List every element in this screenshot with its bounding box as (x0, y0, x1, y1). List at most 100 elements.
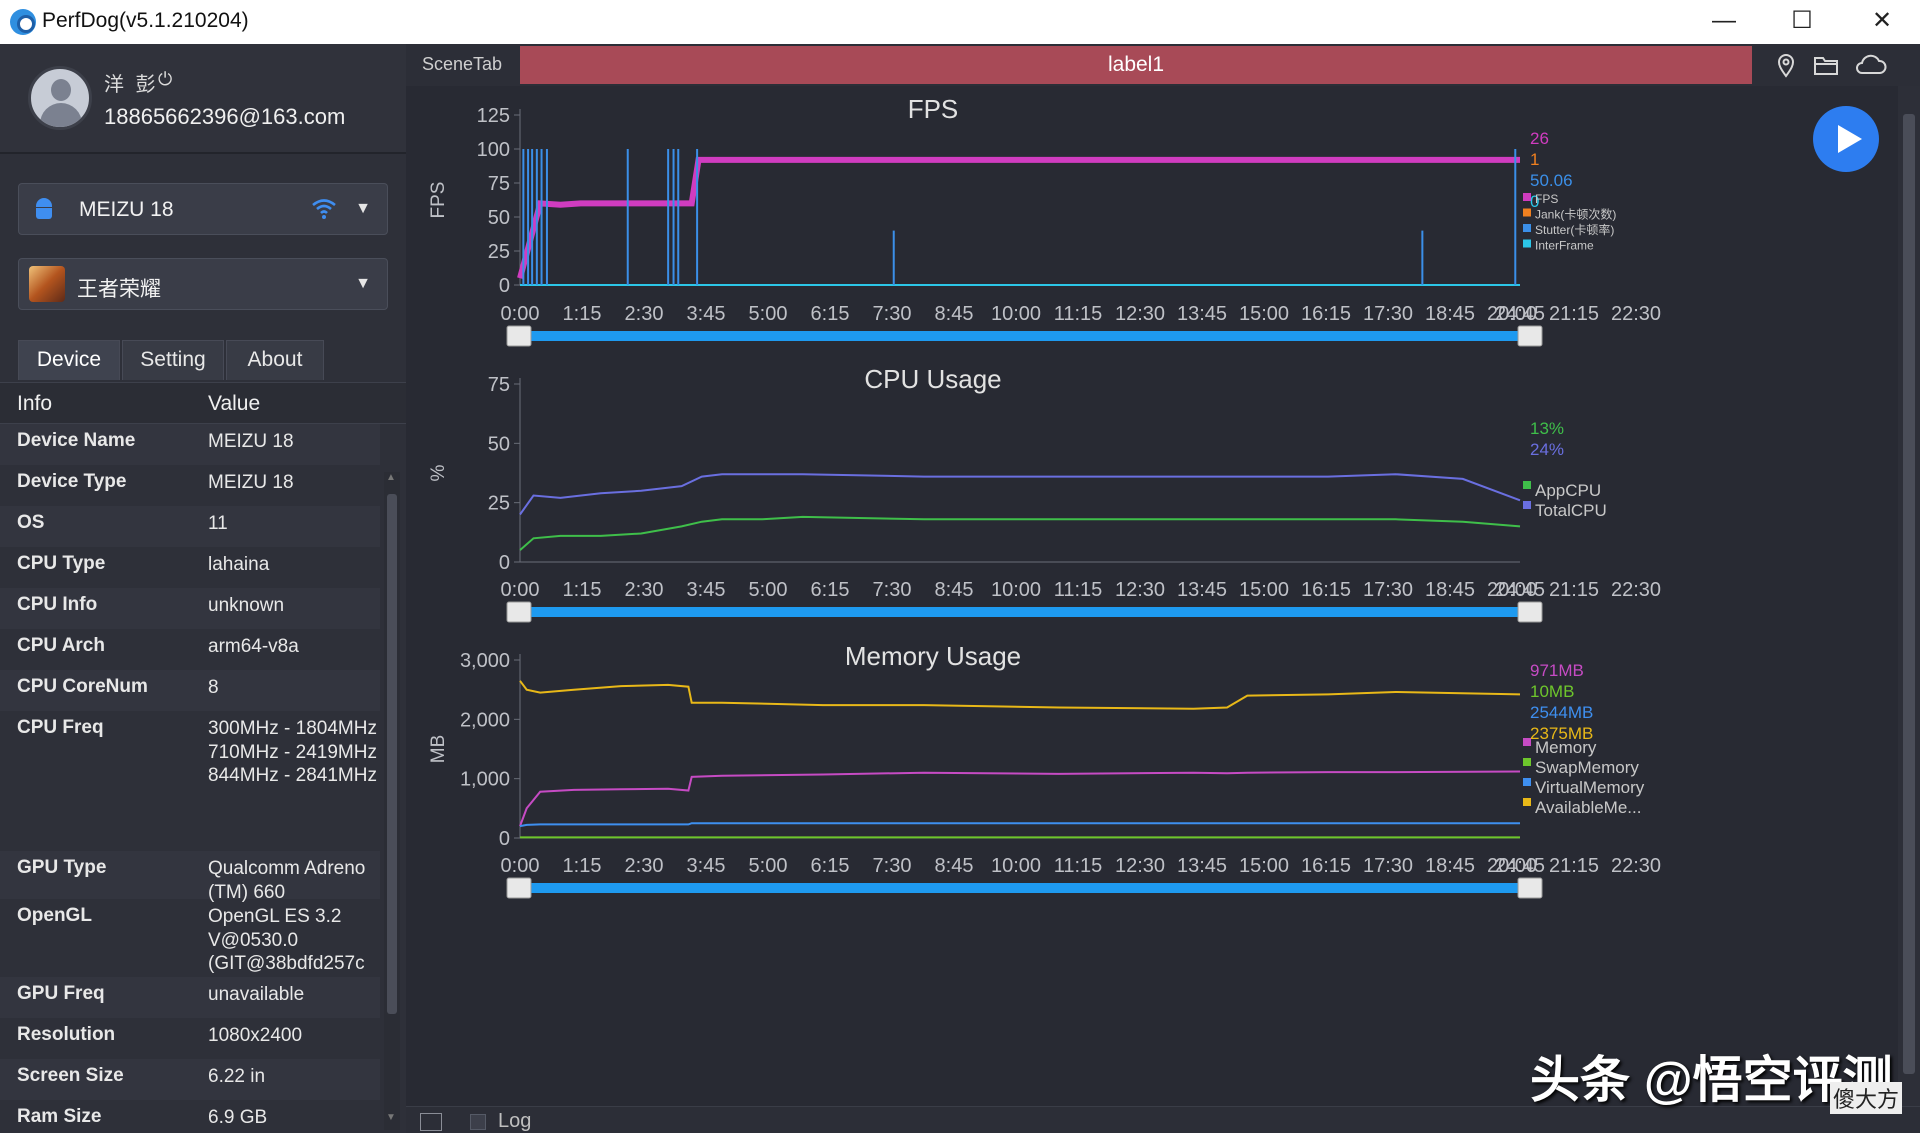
series-line (519, 770, 1521, 827)
info-value: 1080x2400 (208, 1025, 303, 1046)
y-axis-label: % (428, 464, 449, 481)
right-scrollbar[interactable] (1898, 86, 1920, 1106)
range-slider (516, 883, 1530, 893)
play-button[interactable] (1813, 106, 1879, 172)
maximize-button[interactable]: ☐ (1791, 7, 1813, 34)
x-tick-label: 20:00 (1487, 855, 1537, 877)
x-tick-label: 2:30 (625, 303, 664, 325)
x-tick-label: 17:30 (1363, 855, 1413, 877)
app-select[interactable]: 王者荣耀 ▼ (18, 258, 388, 310)
x-tick-label: 1:15 (563, 579, 602, 601)
legend-swatch (1523, 224, 1531, 232)
x-tick-label: 10:00 (991, 579, 1041, 601)
info-header: Info (17, 392, 53, 415)
info-value: 6.22 in (208, 1066, 266, 1087)
chart-title: Memory Usage (845, 641, 1021, 671)
table-row[interactable]: CPU Type lahaina (0, 547, 380, 588)
left-scrollbar[interactable]: ▲ ▼ (384, 472, 400, 1130)
current-value: 2544MB (1530, 703, 1593, 722)
x-tick-label: 11:15 (1054, 303, 1103, 325)
x-tick-label: 16:15 (1301, 303, 1351, 325)
x-tick-label: 21:15 (1549, 579, 1599, 601)
scrollbar-thumb[interactable] (1903, 114, 1915, 1074)
x-tick-label: 15:00 (1239, 579, 1289, 601)
y-tick-label: 1,000 (460, 769, 510, 791)
legend-swatch (1523, 239, 1531, 248)
tab-device[interactable]: Device (18, 340, 120, 380)
slider-handle-right (1517, 877, 1543, 899)
y-tick-label: 25 (488, 241, 510, 263)
title-bar: PerfDog(v5.1.210204) — ☐ ✕ (0, 0, 1920, 44)
legend-swatch (1523, 208, 1531, 217)
x-tick-label: 22:30 (1611, 579, 1661, 601)
info-value: 8 (208, 677, 219, 698)
slider-handle-left (506, 325, 532, 347)
avatar[interactable] (28, 66, 92, 130)
y-tick-label: 25 (488, 493, 510, 515)
slider-handle-left (506, 601, 532, 623)
chevron-down-icon: ▼ (355, 275, 371, 292)
x-tick-label: 0:00 (501, 303, 540, 325)
x-tick-label: 18:45 (1425, 579, 1475, 601)
x-tick-label: 18:45 (1425, 855, 1475, 877)
label-bar[interactable]: label1 (520, 46, 1752, 84)
legend-swatch (1523, 193, 1531, 201)
table-row[interactable]: Device Type MEIZU 18 (0, 465, 380, 506)
slider-handle-left (506, 877, 532, 899)
scrollbar-thumb[interactable] (387, 494, 397, 1014)
y-tick-label: 0 (499, 552, 510, 574)
info-key: OS (17, 512, 45, 533)
slider-handle-right (1517, 325, 1543, 347)
table-row[interactable]: CPU Freq 300MHz - 1804MHz 710MHz - 2419MH… (0, 711, 380, 851)
log-label: Log (498, 1110, 532, 1132)
cloud-icon[interactable] (1854, 52, 1888, 78)
log-checkbox[interactable] (470, 1114, 486, 1130)
table-row[interactable]: Ram Size 6.9 GB (0, 1100, 380, 1133)
table-row[interactable]: OpenGL OpenGL ES 3.2 V@0530.0 (GIT@38bdfd… (0, 899, 380, 977)
device-select[interactable]: MEIZU 18 ▼ (18, 183, 388, 235)
info-value: MEIZU 18 (208, 472, 294, 493)
x-tick-label: 16:15 (1301, 855, 1351, 877)
info-value: unknown (208, 595, 285, 616)
range-slider (516, 331, 1530, 341)
x-tick-label: 5:00 (749, 855, 788, 877)
y-tick-label: 50 (488, 433, 510, 455)
table-row[interactable]: Screen Size 6.22 in (0, 1059, 380, 1100)
table-row[interactable]: CPU Info unknown (0, 588, 380, 629)
close-button[interactable]: ✕ (1871, 7, 1893, 34)
user-box: 洋 彭 ⏻ 18865662396@163.com (0, 44, 406, 154)
table-row[interactable]: GPU Type Qualcomm Adreno (TM) 660 (0, 851, 380, 903)
info-table-header: Info Value (0, 382, 406, 424)
table-row[interactable]: GPU Freq unavailable (0, 977, 380, 1018)
legend-swatch (1523, 798, 1531, 806)
x-tick-label: 0:00 (501, 855, 540, 877)
location-icon[interactable] (1772, 52, 1800, 78)
table-row[interactable]: CPU Arch arm64-v8a (0, 629, 380, 670)
scene-tab[interactable]: SceneTab (406, 44, 518, 86)
legend-label: VirtualMemory (1535, 778, 1645, 797)
scene-bar: SceneTab label1 (406, 44, 1920, 86)
folder-icon[interactable] (1812, 52, 1840, 78)
user-name: 洋 彭 (104, 74, 159, 96)
x-tick-label: 13:45 (1177, 855, 1227, 877)
legend-swatch (1523, 778, 1531, 786)
slider-handle-right (1517, 601, 1543, 623)
x-tick-label: 20:00 (1487, 303, 1537, 325)
table-row[interactable]: Device Name MEIZU 18 (0, 424, 380, 465)
table-row[interactable]: Resolution 1080x2400 (0, 1018, 380, 1059)
x-tick-label: 8:45 (935, 303, 974, 325)
x-tick-label: 22:30 (1611, 855, 1661, 877)
series-line (519, 822, 1520, 828)
table-row[interactable]: CPU CoreNum 8 (0, 670, 380, 711)
power-icon[interactable]: ⏻ (158, 69, 173, 89)
info-key: CPU Type (17, 553, 106, 574)
y-tick-label: 2,000 (460, 709, 510, 731)
tab-about[interactable]: About (226, 340, 324, 380)
x-tick-label: 17:30 (1363, 303, 1413, 325)
minimize-button[interactable]: — (1712, 7, 1736, 34)
table-row[interactable]: OS 11 (0, 506, 380, 547)
legend-swatch (1523, 738, 1531, 746)
expand-dropdown[interactable] (420, 1113, 442, 1131)
tab-setting[interactable]: Setting (122, 340, 224, 380)
